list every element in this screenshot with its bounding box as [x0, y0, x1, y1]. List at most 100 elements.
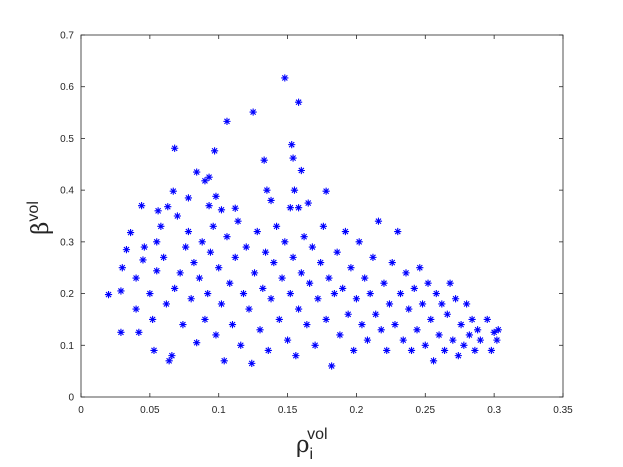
data-point: [388, 258, 396, 267]
data-point: [402, 269, 410, 277]
data-point: [278, 274, 286, 282]
data-point: [157, 222, 165, 230]
data-point: [289, 253, 297, 261]
data-point: [198, 238, 206, 246]
data-point: [468, 315, 476, 324]
data-point: [272, 222, 281, 230]
data-point: [173, 212, 181, 220]
data-point: [410, 284, 418, 292]
data-point: [245, 305, 253, 313]
y-tick-label: 0.6: [60, 82, 74, 93]
data-point: [205, 173, 213, 181]
x-axis-subscript: i: [310, 446, 314, 463]
data-point: [261, 248, 270, 256]
data-point: [407, 346, 416, 355]
x-axis-superscript: vol: [307, 426, 327, 443]
data-point: [440, 346, 449, 355]
data-point: [330, 289, 338, 298]
data-point: [132, 305, 140, 313]
data-point: [281, 238, 289, 246]
data-point: [355, 238, 363, 246]
data-point: [182, 243, 190, 251]
data-point: [253, 227, 261, 236]
data-point: [283, 336, 292, 344]
data-point: [140, 243, 148, 251]
data-point: [438, 300, 446, 308]
data-point: [184, 194, 193, 202]
data-point: [220, 357, 228, 365]
data-point: [215, 264, 223, 272]
data-point: [369, 253, 377, 261]
y-axis-symbol: β: [28, 222, 54, 235]
data-point: [297, 269, 305, 277]
data-point: [209, 222, 217, 230]
x-tick-label: 0.2: [349, 405, 363, 416]
data-point: [493, 336, 501, 344]
data-point: [361, 274, 369, 282]
data-point: [184, 227, 193, 236]
data-point: [451, 295, 460, 303]
data-point: [187, 295, 195, 303]
data-point: [319, 222, 327, 230]
data-point: [306, 279, 314, 287]
data-point: [193, 339, 201, 347]
data-point: [201, 315, 209, 324]
data-point: [267, 196, 275, 205]
data-point: [413, 326, 421, 334]
data-point: [463, 300, 471, 308]
data-point: [223, 117, 231, 125]
data-point: [122, 246, 131, 254]
data-point: [427, 315, 435, 324]
data-point: [164, 203, 172, 211]
data-point: [263, 186, 271, 194]
data-point: [275, 315, 283, 324]
data-point: [150, 346, 158, 355]
data-point: [460, 341, 468, 349]
data-point: [226, 279, 234, 287]
data-point: [171, 144, 179, 152]
data-point: [314, 295, 322, 303]
x-axis-symbol: ρ: [296, 432, 310, 458]
data-point: [281, 74, 289, 82]
data-point: [350, 346, 358, 355]
data-point: [325, 274, 333, 282]
data-point: [476, 336, 484, 344]
data-point: [139, 256, 147, 264]
data-point: [449, 336, 457, 344]
data-point: [424, 279, 432, 287]
y-axis-label: βvol: [25, 201, 54, 235]
data-point: [231, 253, 239, 261]
data-point: [377, 326, 385, 334]
data-point: [135, 328, 143, 336]
data-point: [288, 141, 296, 149]
data-point: [234, 217, 242, 225]
data-point: [494, 326, 502, 334]
data-point: [294, 98, 303, 106]
data-point: [341, 227, 350, 236]
y-tick-label: 0.1: [60, 341, 74, 352]
data-point: [290, 186, 299, 194]
data-point: [380, 279, 388, 287]
data-point: [294, 204, 303, 212]
data-point: [405, 305, 413, 313]
data-point: [204, 289, 212, 298]
x-tick-label: 0: [78, 405, 84, 416]
data-point: [322, 187, 330, 195]
data-point: [231, 204, 239, 212]
data-point: [117, 287, 125, 295]
data-point: [162, 300, 170, 308]
x-axis-label: ρi vol: [296, 426, 328, 463]
data-points: [104, 74, 502, 370]
data-point: [292, 352, 300, 360]
data-point: [297, 166, 305, 175]
data-point: [372, 310, 380, 318]
data-point: [153, 267, 161, 275]
data-point: [153, 238, 161, 246]
data-point: [264, 346, 272, 355]
data-point: [190, 258, 198, 267]
data-point: [465, 331, 473, 339]
data-point: [205, 202, 213, 210]
data-point: [336, 331, 344, 339]
data-point: [210, 147, 219, 155]
data-point: [146, 289, 154, 298]
